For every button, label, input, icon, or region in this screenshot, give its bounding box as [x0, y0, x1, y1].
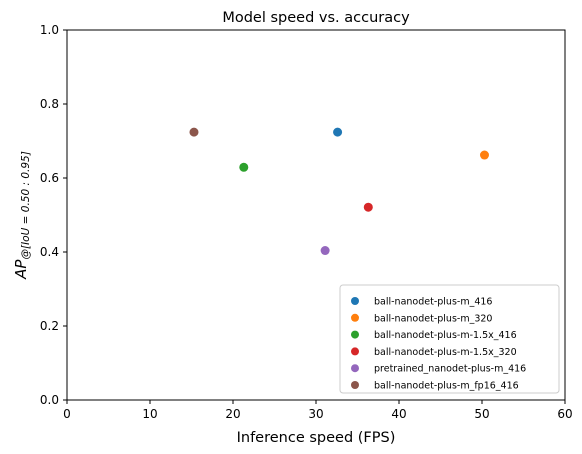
x-tick-label: 50 — [474, 407, 489, 421]
chart-title: Model speed vs. accuracy — [222, 10, 410, 26]
x-tick-label: 40 — [391, 407, 406, 421]
y-tick-label: 0.6 — [40, 171, 59, 185]
legend: ball-nanodet-plus-m_416 ball-nanodet-plus… — [339, 284, 560, 394]
x-tick-label: 60 — [557, 407, 572, 421]
y-axis-label-main: AP — [12, 259, 30, 280]
y-axis-label-subscript: @[IoU = 0.50 : 0.95] — [20, 151, 32, 259]
data-point — [333, 127, 343, 137]
legend-label: pretrained_nanodet-plus-m_416 — [374, 364, 526, 375]
legend-marker — [351, 364, 359, 373]
data-point — [363, 202, 373, 212]
legend-marker — [351, 330, 359, 339]
data-points — [189, 127, 489, 256]
legend-marker — [351, 297, 359, 305]
legend-marker — [351, 313, 359, 322]
x-tick-label: 30 — [308, 407, 323, 421]
legend-label: ball-nanodet-plus-m-1.5x_320 — [374, 347, 517, 358]
legend-label: ball-nanodet-plus-m_416 — [374, 297, 492, 308]
x-tick-label: 20 — [225, 407, 240, 421]
x-tick-label: 10 — [142, 407, 157, 421]
data-point — [239, 162, 249, 172]
y-axis-ticks: 0.0 0.2 0.4 0.6 0.8 1.0 — [40, 23, 67, 407]
svg-text:AP@[IoU = 0.50 : 0.95]: AP@[IoU = 0.50 : 0.95] — [12, 151, 32, 280]
legend-label: ball-nanodet-plus-m_fp16_416 — [374, 381, 519, 392]
legend-box — [339, 284, 560, 394]
x-axis-label: Inference speed (FPS) — [237, 430, 396, 446]
y-axis-label: AP@[IoU = 0.50 : 0.95] — [12, 151, 32, 280]
y-tick-label: 0.0 — [40, 393, 59, 407]
legend-label: ball-nanodet-plus-m-1.5x_416 — [374, 330, 517, 341]
y-tick-label: 0.8 — [40, 97, 59, 111]
x-tick-label: 0 — [63, 407, 71, 421]
y-tick-label: 1.0 — [40, 23, 59, 37]
legend-label: ball-nanodet-plus-m_320 — [374, 313, 492, 324]
data-point — [320, 246, 330, 256]
data-point — [479, 150, 489, 160]
y-tick-label: 0.2 — [40, 319, 59, 333]
data-point — [189, 127, 199, 137]
x-axis-ticks: 0 10 20 30 40 50 60 — [63, 400, 573, 421]
legend-marker — [351, 381, 359, 389]
legend-marker — [351, 347, 359, 356]
y-tick-label: 0.4 — [40, 245, 59, 259]
